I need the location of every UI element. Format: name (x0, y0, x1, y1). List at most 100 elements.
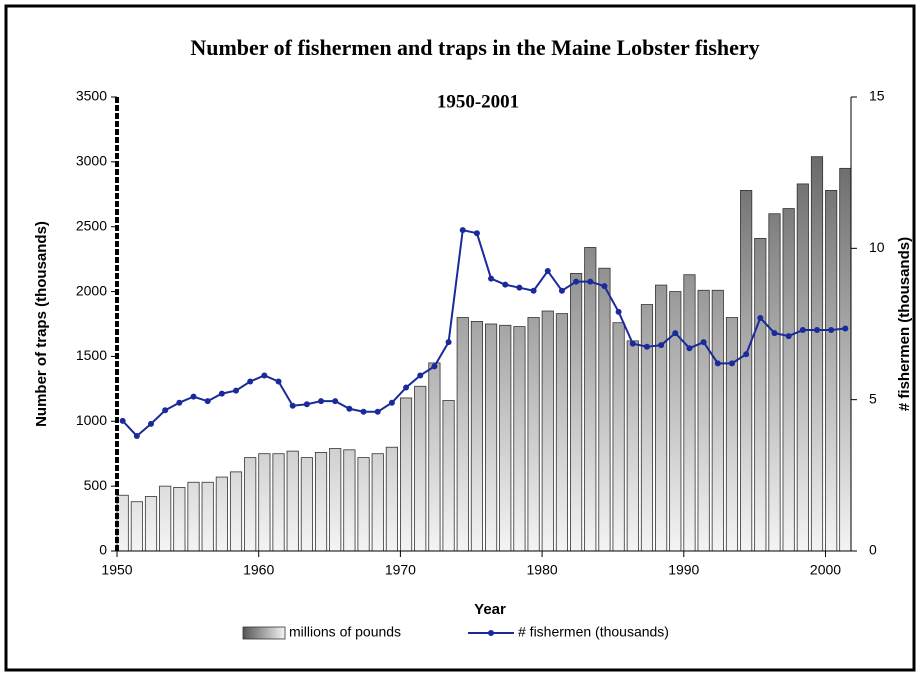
point (162, 407, 169, 414)
bar (272, 453, 285, 552)
point (346, 405, 353, 412)
point (488, 275, 495, 282)
point (218, 390, 225, 397)
bar (626, 340, 639, 552)
point (544, 268, 551, 275)
bar (201, 481, 214, 552)
y-tick-label: 3500 (76, 88, 107, 104)
point (388, 399, 395, 406)
y-tick-label: 3000 (76, 153, 107, 169)
bar (229, 471, 243, 552)
bar (584, 247, 597, 552)
x-tick-label: 1990 (668, 562, 699, 578)
legend-label: # fishermen (thousands) (518, 624, 669, 640)
y-tick-label: 2000 (76, 282, 107, 298)
point (799, 327, 806, 334)
point (587, 278, 594, 285)
bar (655, 284, 668, 552)
point (502, 281, 509, 288)
bar (173, 487, 186, 552)
point (403, 384, 410, 391)
point (459, 227, 466, 234)
bar (499, 324, 512, 552)
x-tick-label: 1950 (101, 562, 132, 578)
point (828, 327, 835, 334)
y-tick-label: 0 (99, 542, 107, 558)
point (771, 330, 778, 337)
point (176, 399, 183, 406)
bar (839, 167, 852, 552)
point (601, 283, 608, 290)
bar (357, 457, 370, 552)
bar (314, 452, 328, 552)
point (714, 360, 721, 367)
point (629, 340, 636, 347)
x-tick-label: 2000 (810, 562, 841, 578)
bar (612, 322, 625, 552)
x-tick-label: 1970 (385, 562, 416, 578)
point (558, 287, 565, 294)
bar (555, 313, 569, 552)
bar (428, 362, 441, 552)
point (275, 378, 282, 385)
point (303, 401, 310, 408)
bar (697, 289, 710, 552)
point (842, 325, 849, 332)
point (133, 432, 140, 439)
point (247, 378, 254, 385)
bar (258, 453, 271, 552)
bar (711, 289, 724, 552)
legend-label: millions of pounds (289, 624, 401, 640)
bar (740, 189, 753, 552)
bar (144, 496, 158, 552)
bar (754, 237, 767, 552)
point (119, 417, 126, 424)
point (318, 398, 325, 405)
bar (371, 453, 384, 552)
x-tick-label: 1960 (243, 562, 274, 578)
bar (456, 317, 469, 552)
bar (159, 485, 172, 552)
bar (725, 317, 739, 552)
bar (810, 156, 824, 552)
bar (286, 450, 299, 552)
y-tick-label: 2500 (76, 217, 107, 233)
point (190, 393, 197, 400)
bar (825, 189, 838, 552)
bar (768, 213, 781, 552)
bar (485, 323, 498, 552)
bar (329, 448, 342, 552)
point (672, 330, 679, 337)
x-axis-label: Year (474, 601, 506, 618)
bar (470, 321, 483, 552)
point (573, 278, 580, 285)
point (431, 363, 438, 370)
point (813, 327, 820, 334)
point (743, 351, 750, 358)
bar (385, 446, 398, 552)
point (417, 372, 424, 379)
chart-title: Number of fishermen and traps in the Mai… (190, 35, 759, 60)
point (785, 333, 792, 340)
y2-axis-label: # fishermen (thousands) (896, 237, 913, 411)
point (658, 342, 665, 349)
y2-tick-label: 15 (869, 88, 885, 104)
point (374, 408, 381, 415)
bar (300, 457, 313, 552)
bar (570, 273, 583, 552)
y2-tick-label: 10 (869, 239, 885, 255)
y-axis-label: Number of traps (thousands) (33, 221, 50, 427)
bar (244, 457, 257, 552)
point (204, 398, 211, 405)
bar (399, 397, 413, 552)
point (615, 308, 622, 315)
point (289, 402, 296, 409)
point (530, 287, 537, 294)
point (643, 343, 650, 350)
point (516, 284, 523, 291)
bar (130, 501, 143, 552)
bar (683, 274, 696, 552)
y2-tick-label: 5 (869, 390, 877, 406)
